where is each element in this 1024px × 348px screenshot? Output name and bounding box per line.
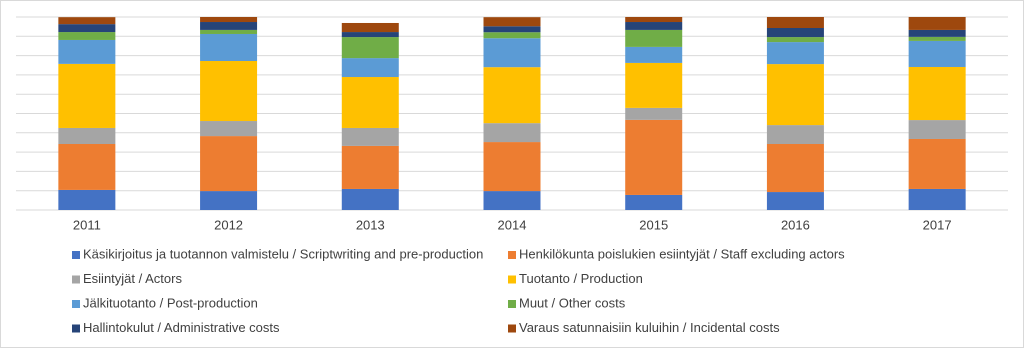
bar-segment <box>341 22 399 33</box>
legend-label: Jälkituotanto / Post-production <box>83 295 258 310</box>
x-tick-label: 2017 <box>923 217 952 232</box>
bar-segment <box>625 62 683 108</box>
bar-segment <box>200 22 258 30</box>
bar-segment <box>908 17 966 30</box>
bar-segment <box>625 29 683 47</box>
bar-segment <box>483 191 541 210</box>
bar-segment <box>625 46 683 63</box>
bar-segment <box>341 58 399 78</box>
bar-segment <box>341 32 399 38</box>
bar-segment <box>908 40 966 67</box>
bar-segment <box>766 64 824 126</box>
bar-segment <box>766 17 824 29</box>
legend-label: Hallintokulut / Administrative costs <box>83 320 280 335</box>
bar-segment <box>58 127 116 144</box>
legend-marker <box>72 300 80 308</box>
bar-segment <box>200 191 258 210</box>
legend-marker <box>72 324 80 333</box>
x-tick-label: 2015 <box>639 217 668 232</box>
bar-segment <box>200 136 258 192</box>
bar-segment <box>766 28 824 38</box>
x-tick-label: 2014 <box>498 217 527 232</box>
x-tick-label: 2013 <box>356 217 385 232</box>
bar-segment <box>483 17 541 27</box>
bar-segment <box>625 17 683 23</box>
bar-segment <box>200 61 258 122</box>
bar-segment <box>766 192 824 210</box>
bar-segment <box>341 127 399 146</box>
bar-segment <box>908 120 966 139</box>
bar-segment <box>200 17 258 23</box>
legend-marker <box>72 275 80 284</box>
bar-segment <box>341 188 399 210</box>
legend-label: Muut / Other costs <box>519 295 626 310</box>
bar-segment <box>483 26 541 33</box>
legend-marker <box>72 251 80 259</box>
bar-segment <box>766 125 824 144</box>
bar-segment <box>58 17 116 25</box>
bar-segment <box>908 36 966 41</box>
bar-segment <box>766 143 824 193</box>
bar-segment <box>625 119 683 195</box>
bar-segment <box>58 63 116 128</box>
x-tick-label: 2012 <box>214 217 243 232</box>
bar-segment <box>483 38 541 68</box>
legend-marker <box>508 275 516 284</box>
bar-segment <box>58 39 116 64</box>
bar-segment <box>341 77 399 128</box>
bar-segment <box>200 33 258 62</box>
legend-label: Varaus satunnaisiin kuluihin / Incidenta… <box>519 320 780 335</box>
bar-segment <box>483 123 541 143</box>
legend-marker <box>508 324 516 333</box>
legend-marker <box>508 251 516 259</box>
bar-segment <box>58 189 116 210</box>
bar-segment <box>908 188 966 210</box>
bar-segment <box>625 194 683 210</box>
bar-segment <box>625 22 683 30</box>
bar-segment <box>58 143 116 190</box>
bar-segment <box>766 37 824 43</box>
legend-label: Tuotanto / Production <box>519 271 643 286</box>
bar-segment <box>483 67 541 124</box>
legend-label: Esiintyjät / Actors <box>83 271 182 286</box>
x-tick-label: 2011 <box>73 217 101 232</box>
bar-segment <box>483 32 541 39</box>
x-tick-label: 2016 <box>781 217 810 232</box>
bar-segment <box>58 24 116 33</box>
bar-segment <box>483 142 541 192</box>
bar-segment <box>625 107 683 120</box>
legend-label: Henkilökunta poislukien esiintyjät / Sta… <box>519 246 845 261</box>
bar-segment <box>341 145 399 189</box>
bar-segment <box>58 32 116 40</box>
bar-segment <box>200 121 258 137</box>
legend-marker <box>508 300 516 308</box>
bar-segment <box>341 37 399 59</box>
bar-segment <box>766 42 824 65</box>
bar-segment <box>908 138 966 189</box>
bar-segment <box>200 29 258 34</box>
bar-segment <box>908 66 966 121</box>
legend-label: Käsikirjoitus ja tuotannon valmistelu / … <box>83 246 483 261</box>
bar-segment <box>908 29 966 37</box>
